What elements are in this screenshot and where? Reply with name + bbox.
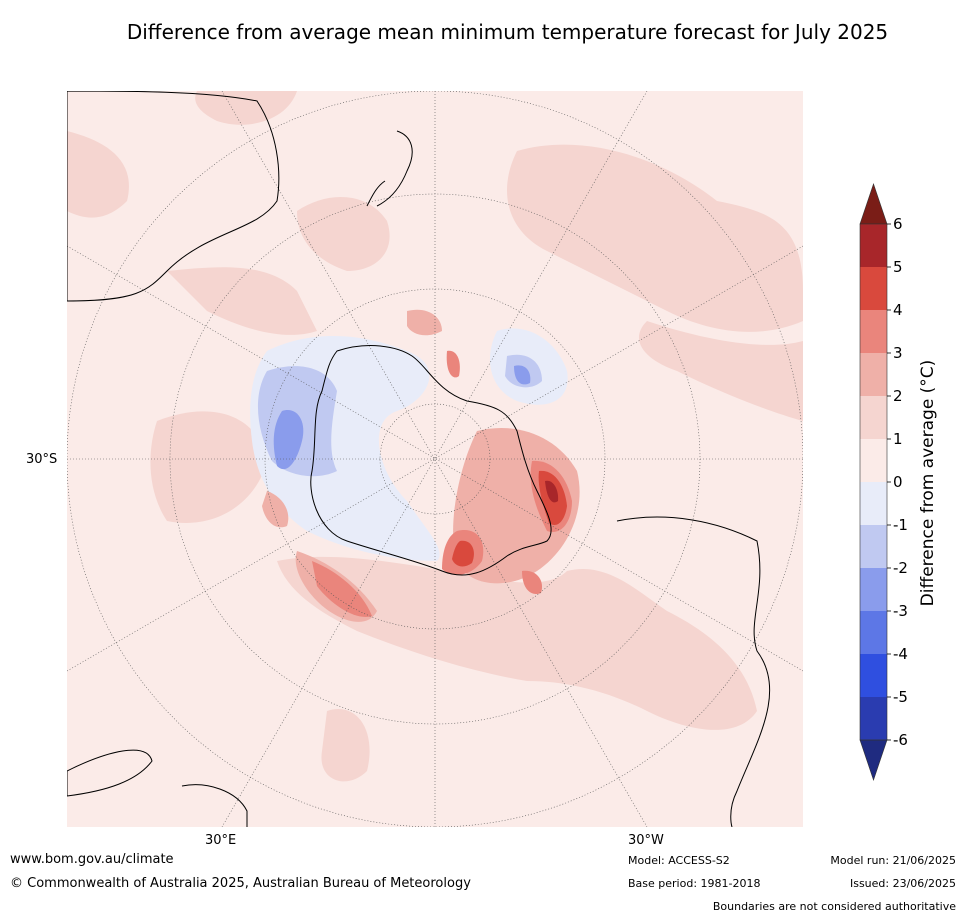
coastlines bbox=[67, 91, 771, 827]
footer-model: Model: ACCESS-S2 bbox=[628, 854, 730, 867]
footer-disclaimer: Boundaries are not considered authoritat… bbox=[712, 900, 956, 913]
colorbar-swatch bbox=[860, 654, 887, 697]
colorbar-over-triangle bbox=[859, 183, 888, 225]
colorbar-tick-label: 0 bbox=[893, 473, 903, 491]
colorbar-swatch bbox=[860, 224, 887, 267]
colorbar-tick-label: -4 bbox=[893, 645, 908, 663]
anomaly-map bbox=[67, 91, 803, 827]
colorbar-tick-label: 3 bbox=[893, 344, 903, 362]
antarctica-coast bbox=[310, 345, 552, 576]
colorbar-tick-label: 2 bbox=[893, 387, 903, 405]
colorbar-tick-label: -1 bbox=[893, 516, 908, 534]
colorbar-label: Difference from average (°C) bbox=[918, 359, 938, 607]
colorbar-tick-label: 4 bbox=[893, 301, 903, 319]
colorbar-swatch bbox=[860, 525, 887, 568]
anomaly-band-1-to-2 bbox=[67, 91, 803, 782]
colorbar-swatch bbox=[860, 439, 887, 482]
africa-coast bbox=[67, 749, 248, 827]
lon-label-30e: 30°E bbox=[205, 833, 237, 848]
colorbar-tick-label: 1 bbox=[893, 430, 903, 448]
chart-title: Difference from average mean minimum tem… bbox=[126, 20, 889, 44]
colorbar-swatch bbox=[860, 482, 887, 525]
colorbar-under-triangle bbox=[859, 739, 888, 781]
footer-copyright: © Commonwealth of Australia 2025, Austra… bbox=[10, 876, 471, 891]
colorbar-tick-label: -2 bbox=[893, 559, 908, 577]
colorbar-swatch bbox=[860, 267, 887, 310]
new-zealand-coast bbox=[366, 130, 413, 207]
colorbar-swatch bbox=[860, 697, 887, 740]
anomaly-band-minus2-to-minus3 bbox=[273, 410, 304, 470]
colorbar-swatch bbox=[860, 396, 887, 439]
graticule bbox=[67, 91, 803, 827]
footer-issued: Issued: 23/06/2025 bbox=[849, 877, 956, 890]
footer-url[interactable]: www.bom.gov.au/climate bbox=[10, 852, 174, 867]
colorbar-swatch bbox=[860, 611, 887, 654]
south-america-coast bbox=[616, 516, 771, 827]
colorbar-tick-label: -6 bbox=[893, 731, 908, 749]
footer-model-run: Model run: 21/06/2025 bbox=[830, 854, 956, 867]
colorbar-tick-label: -5 bbox=[893, 688, 908, 706]
colorbar: 6 5 4 3 2 1 0 -1 -2 -3 -4 -5 -6 bbox=[859, 183, 908, 781]
colorbar-swatch bbox=[860, 310, 887, 353]
colorbar-tick-label: -3 bbox=[893, 602, 908, 620]
anomaly-band-5-to-6 bbox=[545, 480, 559, 503]
colorbar-tick-label: 5 bbox=[893, 258, 903, 276]
colorbar-tick-label: 6 bbox=[893, 215, 903, 233]
lat-label-30s: 30°S bbox=[26, 452, 58, 467]
colorbar-swatch bbox=[860, 568, 887, 611]
colorbar-swatch bbox=[860, 353, 887, 396]
australia-coast bbox=[67, 91, 280, 302]
lon-label-30w: 30°W bbox=[628, 833, 664, 848]
footer-base-period: Base period: 1981-2018 bbox=[628, 877, 761, 890]
